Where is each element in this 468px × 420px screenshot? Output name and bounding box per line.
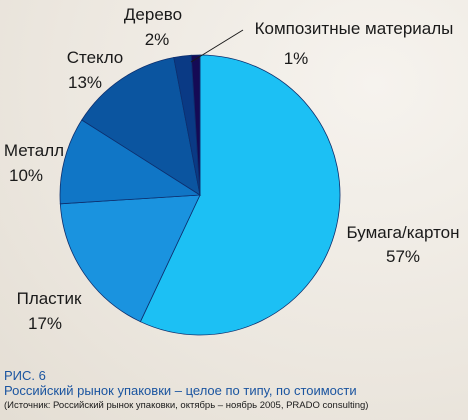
- slice-label-metal-value: 10%: [9, 166, 43, 185]
- pie-slice-metal: [59, 119, 202, 205]
- pie-slice-plastic: [59, 194, 201, 323]
- pie-slices: [59, 54, 341, 336]
- pie-slice-glass: [81, 57, 201, 196]
- slice-label-plastic-name: Пластик: [17, 289, 82, 308]
- slice-label-plastic-value: 17%: [28, 314, 62, 333]
- slice-label-glass-value: 13%: [68, 73, 102, 92]
- slice-label-glass-name: Стекло: [67, 48, 124, 67]
- pie-labels: Бумага/картон 57% Пластик 17% Металл 10%…: [4, 5, 460, 333]
- pie-slice-composite: [190, 54, 201, 196]
- figure-title: Российский рынок упаковки – целое по тип…: [4, 383, 357, 398]
- slice-label-composite-name: Композитные материалы: [255, 19, 454, 38]
- slice-label-paper-name: Бумага/картон: [346, 223, 459, 242]
- figure-source: (Источник: Российский рынок упаковки, ок…: [4, 400, 369, 411]
- figure-label: РИС. 6: [4, 368, 46, 383]
- slice-label-composite-value: 1%: [284, 49, 309, 68]
- slice-label-wood-value: 2%: [145, 30, 170, 49]
- slice-label-metal-name: Металл: [4, 141, 64, 160]
- slice-label-paper-value: 57%: [386, 247, 420, 266]
- composite-leader-line: [190, 29, 244, 63]
- slice-label-wood-name: Дерево: [124, 5, 182, 24]
- pie-chart: Бумага/картон 57% Пластик 17% Металл 10%…: [4, 5, 460, 336]
- pie-slice-paper: [139, 54, 341, 336]
